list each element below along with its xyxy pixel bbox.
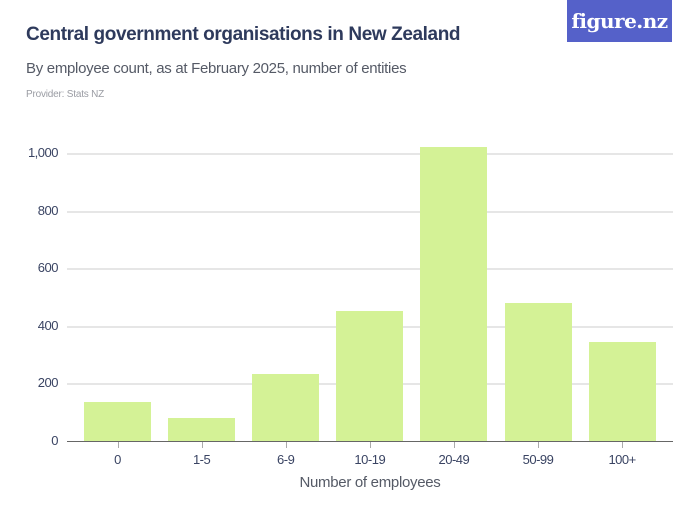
y-axis-label: 600	[37, 260, 59, 276]
bar-0[interactable]	[84, 401, 151, 442]
chart-subtitle: By employee count, as at February 2025, …	[26, 60, 407, 77]
gridline	[67, 268, 673, 271]
x-axis-line	[67, 441, 673, 442]
x-axis-label: 10-19	[354, 452, 386, 467]
y-axis-label: 1,000	[27, 145, 59, 161]
y-axis-label: 400	[37, 317, 59, 333]
gridline	[67, 210, 673, 213]
x-axis-label: 6-9	[277, 452, 295, 467]
x-axis-label: 0	[114, 452, 121, 467]
bar-50-99[interactable]	[504, 302, 572, 442]
x-tick	[622, 442, 624, 448]
x-tick	[201, 442, 203, 448]
bar-10-19[interactable]	[336, 311, 404, 442]
x-tick	[538, 442, 539, 448]
provider-label: Provider: Stats NZ	[26, 89, 105, 100]
y-axis-label: 0	[51, 432, 58, 448]
x-axis-title: Number of employees	[299, 474, 441, 491]
x-tick	[117, 442, 119, 448]
x-axis-label: 1-5	[192, 452, 211, 467]
x-axis-label: 100+	[608, 452, 636, 467]
x-axis-label: 20-49	[438, 452, 470, 467]
y-axis-label: 200	[37, 375, 59, 391]
gridline	[67, 153, 673, 156]
x-tick	[453, 442, 455, 448]
figure-nz-logo[interactable]: figure.nz	[567, 0, 672, 42]
y-axis-label: 800	[37, 202, 59, 218]
x-tick	[369, 442, 371, 448]
bar-100+[interactable]	[588, 342, 656, 442]
bar-6-9[interactable]	[252, 373, 320, 442]
bar-1-5[interactable]	[168, 418, 236, 442]
bar-20-49[interactable]	[420, 147, 488, 442]
x-axis-label: 50-99	[522, 452, 554, 467]
x-tick	[285, 442, 287, 448]
chart-title: Central government organisations in New …	[26, 24, 461, 45]
